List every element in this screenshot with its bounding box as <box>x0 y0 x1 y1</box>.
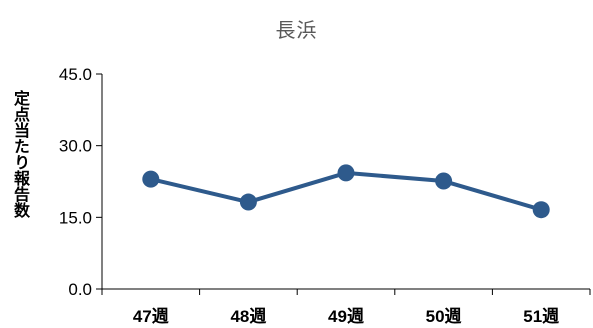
y-tick-label: 30.0 <box>59 137 92 156</box>
x-tick-label: 51週 <box>523 307 559 326</box>
x-tick-label: 49週 <box>328 307 364 326</box>
data-point <box>532 201 550 219</box>
y-tick-label: 15.0 <box>59 208 92 227</box>
data-point <box>435 172 453 190</box>
y-tick-label: 45.0 <box>59 65 92 84</box>
y-axis-label: 定点当たり報告数 <box>11 90 30 218</box>
x-tick-label: 47週 <box>133 307 169 326</box>
data-point <box>239 193 257 211</box>
data-point <box>337 164 355 182</box>
y-tick-label: 0.0 <box>68 280 92 299</box>
data-point <box>142 170 160 188</box>
x-tick-label: 48週 <box>230 307 266 326</box>
chart-title: 長浜 <box>275 18 318 42</box>
x-tick-label: 50週 <box>426 307 462 326</box>
